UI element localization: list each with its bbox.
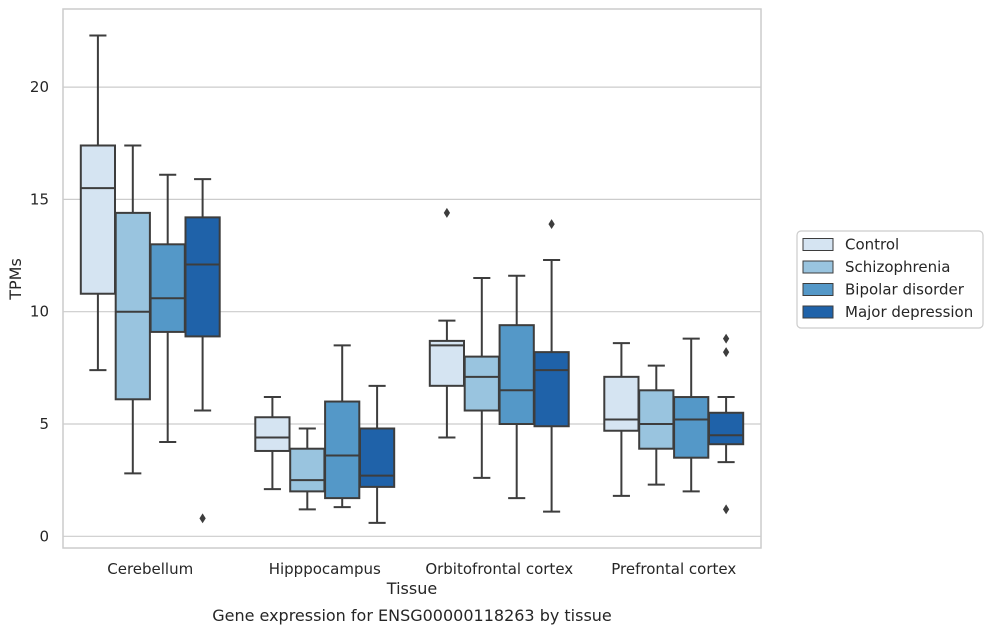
box-iqr xyxy=(638,389,675,450)
plot-frame xyxy=(62,8,762,549)
box-iqr xyxy=(498,324,535,425)
legend-entry: Bipolar disorder xyxy=(845,281,965,299)
x-tick-label: Orbitofrontal cortex xyxy=(425,560,573,578)
box-iqr xyxy=(707,411,745,446)
box-element xyxy=(603,342,640,497)
legend-swatch xyxy=(802,305,834,319)
chart-caption: Gene expression for ENSG00000118263 by t… xyxy=(212,606,612,625)
box-iqr xyxy=(324,400,361,500)
x-tick-label: Hipppocampus xyxy=(269,560,381,578)
box-iqr xyxy=(463,355,500,412)
x-axis-label: Tissue xyxy=(386,579,437,598)
box-element xyxy=(463,277,500,479)
outlier-point xyxy=(443,207,451,218)
box-iqr xyxy=(428,339,466,387)
legend-swatch xyxy=(802,260,834,274)
box-element xyxy=(638,364,675,486)
y-tick-label: 5 xyxy=(39,415,49,433)
x-tick-label: Cerebellum xyxy=(107,560,193,578)
x-tick-labels: Cerebellum Hipppocampus Orbitofrontal cort… xyxy=(107,560,736,578)
box-element xyxy=(184,178,221,524)
box-iqr xyxy=(603,375,640,432)
outlier-point xyxy=(722,333,730,344)
outlier-point xyxy=(722,347,730,358)
box-element xyxy=(428,207,466,439)
outlier-point xyxy=(199,513,206,524)
box-iqr xyxy=(533,351,570,428)
legend-swatch xyxy=(802,283,834,296)
box-iqr xyxy=(149,243,186,333)
box-element xyxy=(673,337,710,493)
box-element xyxy=(324,344,361,509)
box-iqr xyxy=(254,416,291,452)
box-iqr xyxy=(79,144,117,295)
box-element xyxy=(358,384,396,524)
box-iqr xyxy=(114,211,151,401)
box-iqr xyxy=(673,396,710,459)
y-tick-label: 10 xyxy=(30,303,49,321)
box-element xyxy=(533,219,570,513)
legend: Control Schizophrenia Bipolar disorder Majo… xyxy=(796,230,984,329)
box-element xyxy=(289,427,326,511)
y-tick-label: 0 xyxy=(39,527,49,545)
y-tick-labels: 0 5 10 15 20 xyxy=(30,78,49,545)
legend-entry: Major depression xyxy=(845,303,973,321)
y-axis-label: TPMs xyxy=(6,258,25,301)
y-tick-label: 20 xyxy=(30,78,49,96)
legend-entry: Control xyxy=(845,236,899,254)
box-element xyxy=(707,333,745,515)
box-element xyxy=(149,173,186,443)
legend-swatch xyxy=(802,238,834,251)
box-plot-marks xyxy=(79,34,745,524)
box-element xyxy=(114,144,151,475)
legend-entry: Schizophrenia xyxy=(845,258,950,276)
y-tick-label: 15 xyxy=(30,190,49,208)
box-element xyxy=(498,274,535,500)
box-iqr xyxy=(289,447,326,493)
box-iqr xyxy=(358,427,396,488)
outlier-point xyxy=(722,504,730,515)
outlier-point xyxy=(548,219,555,230)
legend-frame xyxy=(796,230,984,329)
box-element xyxy=(254,396,291,491)
box-element xyxy=(79,34,117,372)
box-iqr xyxy=(184,216,221,338)
x-tick-label: Prefrontal cortex xyxy=(611,560,736,578)
